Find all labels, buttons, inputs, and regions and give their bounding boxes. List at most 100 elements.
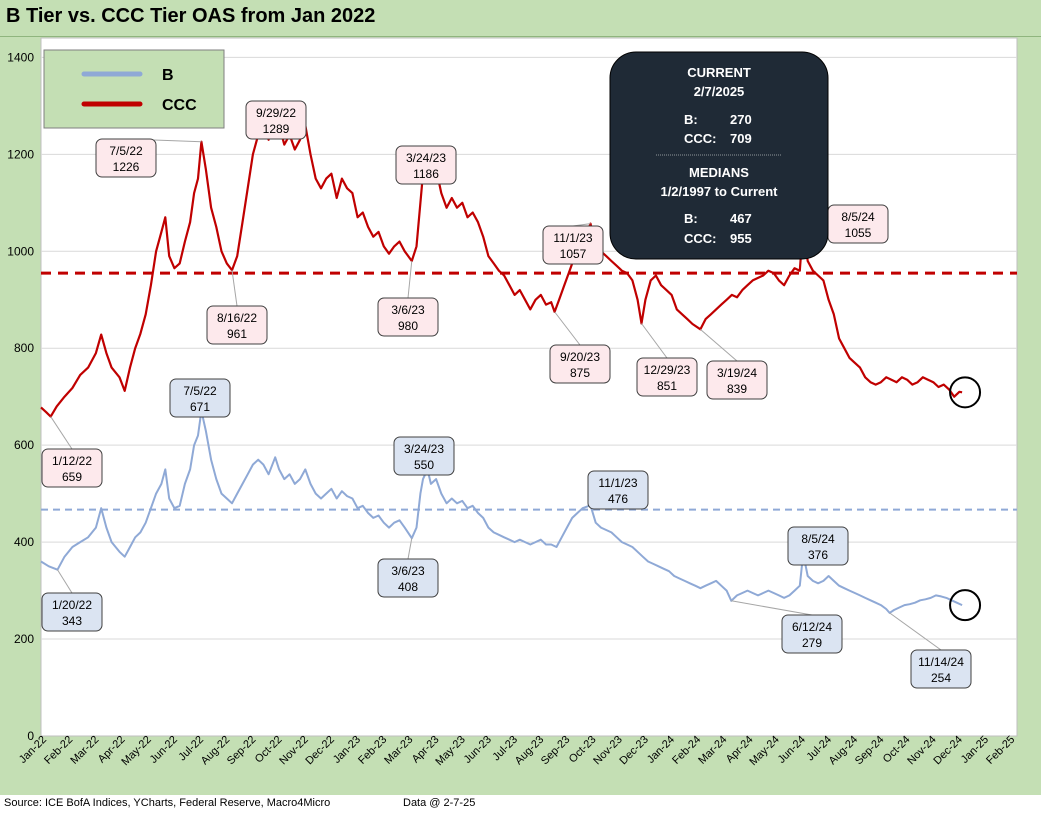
current-circle-b: [949, 589, 982, 622]
title-bar: B Tier vs. CCC Tier OAS from Jan 2022: [0, 0, 1041, 37]
x-tick-label: Sep-22: [225, 734, 259, 768]
y-tick-label: 600: [14, 438, 34, 452]
annotation-value: 376: [808, 548, 828, 562]
annotation-leader: [889, 612, 942, 651]
annotation-value: 659: [62, 470, 82, 484]
annotation-leader: [407, 538, 413, 560]
annotation-value: 254: [931, 671, 951, 685]
x-tick-label: Dec-24: [931, 734, 965, 768]
annotation-value: 408: [398, 580, 418, 594]
annotation-date: 9/20/23: [560, 350, 600, 364]
y-axis-ticks: 0 200 400 600 800 1000 1200 1400: [7, 50, 34, 743]
x-tick-label: Feb-24: [670, 734, 703, 767]
x-tick-label: Feb-23: [356, 734, 389, 767]
annotation-leader: [231, 270, 238, 307]
x-tick-label: Mar-22: [68, 734, 101, 767]
annotation-date: 3/24/23: [406, 151, 446, 165]
annotation-date: 11/1/23: [553, 231, 592, 245]
info-box: CURRENT 2/7/2025 B: 270 CCC: 709 MEDIANS…: [609, 51, 829, 260]
current-circle-ccc: [949, 376, 982, 409]
legend: B CCC: [43, 49, 225, 129]
annotation-value: 961: [227, 327, 247, 341]
info-median-b-label: B:: [684, 211, 698, 226]
legend-box: [43, 49, 225, 129]
annotation-box: [245, 100, 307, 140]
annotation-date: 12/29/23: [644, 363, 691, 377]
info-median-ccc-value: 955: [730, 231, 752, 246]
annotation-date: 7/5/22: [109, 144, 143, 158]
y-tick-label: 200: [14, 632, 34, 646]
median-lines: [41, 271, 1017, 511]
annotation-value: 1226: [113, 160, 140, 174]
annotation-date: 11/1/23: [598, 476, 637, 490]
annotation-value: 875: [570, 366, 590, 380]
annotation-value: 1289: [263, 122, 290, 136]
annotation-value: 1055: [845, 226, 872, 240]
annotation-box: [169, 378, 231, 418]
annotation-value: 1057: [560, 247, 587, 261]
annotation-value: 851: [657, 379, 677, 393]
annotation-date: 1/20/22: [52, 598, 92, 612]
current-markers: [949, 376, 982, 622]
annotation-value: 839: [727, 382, 747, 396]
annotation-value: 980: [398, 319, 418, 333]
info-current-date: 2/7/2025: [694, 84, 745, 99]
annotation-box: [377, 558, 439, 598]
series-line-b: [40, 409, 963, 614]
annotation-date: 9/29/22: [256, 106, 296, 120]
annotation-date: 7/5/22: [183, 384, 217, 398]
annotation-leader: [731, 600, 813, 616]
info-median-ccc-label: CCC:: [684, 231, 717, 246]
info-box-bg: [609, 51, 829, 260]
y-tick-label: 400: [14, 535, 34, 549]
footer-source: Source: ICE BofA Indices, YCharts, Feder…: [4, 797, 331, 809]
legend-b-label: B: [162, 67, 174, 84]
annotation-value: 1186: [413, 167, 439, 181]
y-tick-label: 1200: [7, 147, 34, 161]
x-tick-label: Sep-23: [539, 734, 573, 768]
info-current-b-label: B:: [684, 112, 698, 127]
footer-data-date: Data @ 2-7-25: [403, 797, 476, 809]
footer: Source: ICE BofA Indices, YCharts, Feder…: [0, 795, 1041, 819]
annotation-box: [393, 436, 455, 476]
info-current-title: CURRENT: [687, 65, 751, 80]
annotation-box: [787, 526, 849, 566]
x-axis-ticks: Jan-22Feb-22Mar-22Apr-22May-22Jun-22Jul-…: [17, 734, 1017, 768]
annotation-leader: [50, 416, 73, 450]
x-tick-label: Dec-23: [617, 734, 651, 768]
annotation-value: 671: [190, 400, 210, 414]
annotation-leader: [57, 569, 73, 594]
x-tick-label: May-22: [119, 734, 153, 768]
x-tick-label: Jun-24: [776, 734, 808, 766]
annotation-date: 3/24/23: [404, 442, 444, 456]
y-tick-label: 1400: [7, 50, 34, 64]
annotation-leader: [700, 328, 738, 362]
x-tick-label: Jun-22: [148, 734, 180, 766]
annotation-box: [549, 344, 611, 384]
annotation-box: [542, 225, 604, 265]
annotation-box: [706, 360, 768, 400]
annotation-box: [41, 448, 103, 488]
annotation-box: [206, 305, 268, 345]
x-tick-label: May-24: [747, 734, 781, 768]
annotation-date: 1/12/22: [52, 454, 92, 468]
annotation-date: 8/5/24: [841, 210, 875, 224]
annotation-box: [395, 145, 457, 185]
series-line-ccc: [40, 110, 963, 418]
chart-svg: 0 200 400 600 800 1000 1200 1400 Jan-22Feb-22Ma…: [7, 37, 1018, 768]
annotation-date: 11/14/24: [918, 655, 964, 669]
info-medians-title: MEDIANS: [689, 165, 749, 180]
annotation-box: [41, 592, 103, 632]
annotation-date: 8/5/24: [801, 532, 835, 546]
x-tick-label: Feb-25: [984, 734, 1017, 767]
annotation-leader: [554, 311, 581, 346]
y-tick-label: 0: [27, 729, 34, 743]
annotation-box: [587, 470, 649, 510]
series-lines: [40, 110, 963, 614]
annotation-date: 8/16/22: [217, 311, 257, 325]
annotation-date: 3/6/23: [391, 564, 425, 578]
info-current-ccc-label: CCC:: [684, 131, 717, 146]
annotations: 7/5/22 1226 9/29/22 1289 3/24/23 1186 11/1/23 1…: [41, 100, 972, 689]
annotation-date: 3/19/24: [717, 366, 757, 380]
